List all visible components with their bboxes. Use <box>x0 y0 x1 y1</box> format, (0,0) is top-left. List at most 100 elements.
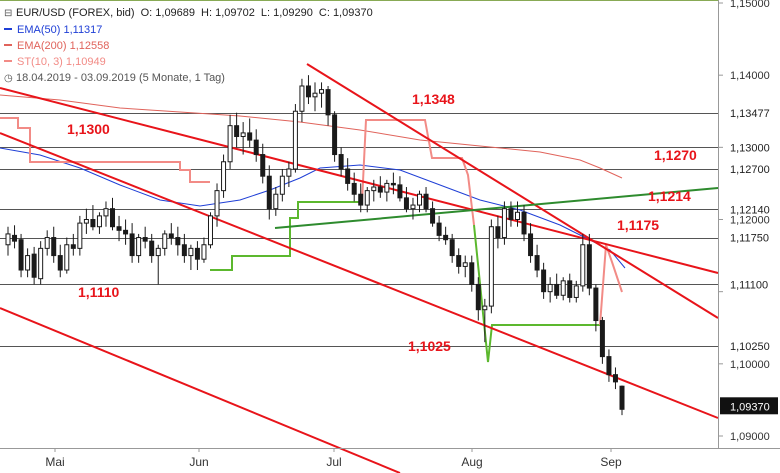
candle-body <box>475 283 481 311</box>
x-tick-label: Jun <box>189 455 208 469</box>
candle-body <box>462 262 468 267</box>
candle-body <box>521 211 527 235</box>
trend-bottom-channel <box>0 307 401 473</box>
chart-legend: ⊟ EUR/USD (FOREX, bid) O: 1,09689 H: 1,0970… <box>4 5 373 87</box>
candle-body <box>12 234 18 242</box>
ema50-name: EMA(50) <box>17 24 61 36</box>
level-axis-label: 1,10250 <box>730 341 770 353</box>
supertrend-name: ST(10, 3) <box>17 56 63 68</box>
candle-body <box>83 219 89 224</box>
trend-upper-channel <box>0 87 719 274</box>
level-axis-label: 1,13477 <box>730 108 770 120</box>
level-axis-label: 1,11750 <box>730 233 769 245</box>
legend-period: (5 Monate, 1 Tag) <box>138 72 225 84</box>
candle-body <box>44 237 50 249</box>
ema200-name: EMA(200) <box>17 40 67 52</box>
candle-body <box>547 283 553 293</box>
price-annotation: 1,1110 <box>78 284 119 300</box>
candle-body <box>351 182 357 195</box>
current-price-label: 1,09370 <box>730 401 770 413</box>
candle-body <box>90 219 96 228</box>
candle-body <box>181 244 187 257</box>
price-annotation: 1,1175 <box>617 217 659 233</box>
candle-body <box>38 247 44 280</box>
candle-body <box>390 182 396 186</box>
candle-body <box>384 182 390 193</box>
level-axis-label: 1,11100 <box>730 279 768 291</box>
ema200-line <box>0 94 623 179</box>
candle-body <box>606 356 612 376</box>
candle-body <box>234 125 240 138</box>
candle-body <box>279 175 285 195</box>
level-axis-label: 1,13000 <box>730 142 770 154</box>
candle-body <box>410 204 416 210</box>
price-annotation: 1,1300 <box>67 121 110 137</box>
candle-body <box>240 132 246 138</box>
candle-body <box>586 244 592 289</box>
candle-body <box>345 168 351 184</box>
candle-body <box>534 255 540 271</box>
ema50-line <box>0 147 626 269</box>
x-tick-label: Mai <box>45 455 64 469</box>
candle-body <box>149 240 155 257</box>
trend-support-green <box>274 187 719 229</box>
supertrend-bear-1 <box>0 117 210 183</box>
candle-body <box>175 237 181 246</box>
ema50-swatch <box>4 27 12 30</box>
candle-body <box>51 237 57 257</box>
candle-body <box>305 85 311 98</box>
candle-body <box>567 280 573 298</box>
candle-body <box>64 244 70 271</box>
legend-ohlc-close-label: C: <box>318 7 330 19</box>
legend-indicator-ema200[interactable]: EMA(200) 1,12558 <box>4 38 373 54</box>
candle-body <box>273 193 279 210</box>
candle-body <box>18 239 24 271</box>
candle-body <box>207 215 213 246</box>
candle-body <box>449 239 455 257</box>
candle-body <box>423 193 429 210</box>
candle-body <box>123 229 129 235</box>
candle-body <box>508 208 514 221</box>
candle-body <box>456 255 462 267</box>
ema200-swatch <box>4 43 12 46</box>
candle-body <box>194 247 200 260</box>
candle-body <box>155 247 161 257</box>
candle-body <box>325 89 331 116</box>
candle-body <box>403 197 409 210</box>
candle-body <box>443 234 449 241</box>
horizontal-levels <box>0 0 718 347</box>
candle-body <box>397 184 403 199</box>
candle-body <box>371 186 377 192</box>
candle-body <box>560 280 566 296</box>
collapse-icon[interactable]: ⊟ <box>4 8 13 19</box>
candle-body <box>5 233 11 246</box>
legend-indicator-ema50[interactable]: EMA(50) 1,11317 <box>4 22 373 38</box>
candle-body <box>110 208 116 228</box>
trend-lines <box>0 63 719 473</box>
candle-body <box>541 269 547 293</box>
candle-body <box>96 215 102 228</box>
candle-body <box>286 168 292 177</box>
candle-body <box>528 233 534 257</box>
level-axis-label: 1,12140 <box>730 204 770 216</box>
price-annotation: 1,1270 <box>654 147 697 163</box>
price-annotation: 1,1348 <box>412 91 455 107</box>
legend-ohlc-low-value: 1,09290 <box>273 7 313 19</box>
candle-body <box>129 233 135 257</box>
ema50-value: 1,11317 <box>63 24 103 36</box>
candle-body <box>619 385 625 410</box>
x-tick-label: Sep <box>600 455 622 469</box>
legend-ohlc-open-label: O: <box>140 7 153 19</box>
legend-indicator-supertrend[interactable]: ST(10, 3) 1,10949 <box>4 54 373 70</box>
clock-icon: ◷ <box>4 73 13 84</box>
candle-body <box>612 374 618 383</box>
legend-ohlc-low-label: L: <box>260 7 271 19</box>
annotations: 1,1348 1,1300 1,1270 1,1214 1,1175 1,1110 1,10… <box>67 91 697 354</box>
candle-body <box>292 110 298 170</box>
candle-body <box>201 244 207 260</box>
candle-body <box>188 247 194 257</box>
candle-body <box>77 222 83 249</box>
current-price-box <box>720 397 778 415</box>
